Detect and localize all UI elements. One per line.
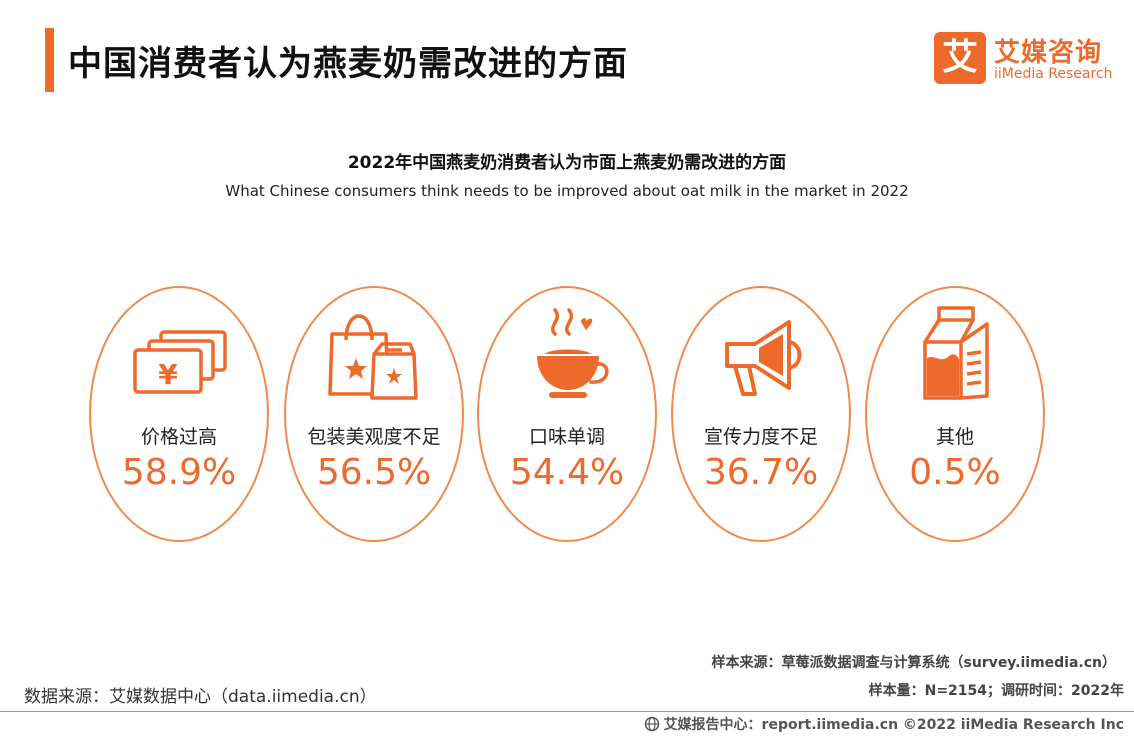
category-item-packaging: 包装美观度不足 56.5%	[284, 286, 464, 542]
category-label: 价格过高	[140, 426, 217, 448]
sample-source: 样本来源：草莓派数据调查与计算系统（survey.iimedia.cn）	[711, 655, 1116, 671]
title-accent-bar	[45, 28, 54, 92]
category-value: 36.7%	[703, 452, 819, 493]
category-label: 口味单调	[528, 426, 605, 448]
footer-divider	[0, 711, 1134, 712]
page-title: 中国消费者认为燕麦奶需改进的方面	[68, 44, 628, 84]
chart-subtitle: What Chinese consumers think needs to be…	[225, 182, 909, 200]
category-item-taste: 口味单调 54.4%	[477, 286, 657, 542]
category-label: 宣传力度不足	[703, 426, 818, 448]
logo-name-en: iiMedia Research	[994, 66, 1113, 82]
globe-icon	[644, 716, 659, 732]
category-value: 54.4%	[509, 452, 625, 493]
chart-title: 2022年中国燕麦奶消费者认为市面上燕麦奶需改进的方面	[347, 153, 787, 173]
category-ring	[89, 286, 269, 542]
data-source: 数据来源：艾媒数据中心（data.iimedia.cn）	[24, 687, 377, 707]
sample-size: 样本量：N=2154；调研时间：2022年	[868, 683, 1124, 699]
iimedia-logo: 艾 艾媒咨询 iiMedia Research	[934, 32, 1114, 86]
logo-mark	[934, 32, 986, 84]
category-ring	[477, 286, 657, 542]
category-item-price: ¥ 价格过高 58.9%	[89, 286, 269, 542]
shopping-bag-icon	[328, 314, 418, 400]
svg-text:¥: ¥	[158, 358, 178, 391]
category-ring	[865, 286, 1045, 542]
coffee-cup-icon	[537, 308, 609, 398]
category-value: 0.5%	[909, 452, 1001, 493]
logo-glyph: 艾	[941, 37, 978, 78]
category-ring	[284, 286, 464, 542]
category-item-promotion: 宣传力度不足 36.7%	[671, 286, 851, 542]
category-label: 其他	[935, 426, 974, 448]
megaphone-icon	[725, 320, 802, 396]
category-value: 58.9%	[121, 452, 237, 493]
category-ring	[671, 286, 851, 542]
category-label: 包装美观度不足	[307, 426, 441, 448]
money-icon: ¥	[133, 330, 227, 394]
logo-name-cn: 艾媒咨询	[994, 38, 1103, 68]
milk-carton-icon	[923, 306, 989, 400]
copyright-text: 艾媒报告中心：report.iimedia.cn ©2022 iiMedia R…	[663, 717, 1124, 733]
category-value: 56.5%	[316, 452, 432, 493]
footer-copyright: 艾媒报告中心：report.iimedia.cn ©2022 iiMedia R…	[644, 714, 1124, 734]
category-item-other: 其他 0.5%	[865, 286, 1045, 542]
